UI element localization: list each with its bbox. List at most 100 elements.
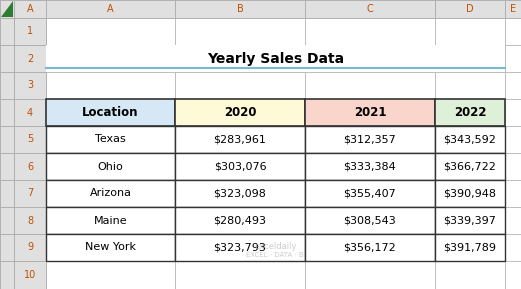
Bar bbox=[305, 45, 435, 72]
Bar bbox=[14, 126, 46, 153]
Bar bbox=[175, 153, 305, 180]
Bar bbox=[14, 72, 46, 99]
Bar bbox=[14, 153, 46, 180]
Bar bbox=[505, 234, 521, 261]
Bar bbox=[46, 45, 175, 72]
Bar bbox=[505, 180, 521, 207]
Text: $280,493: $280,493 bbox=[214, 216, 267, 225]
Text: $390,948: $390,948 bbox=[443, 188, 497, 199]
Bar bbox=[46, 0, 175, 18]
Bar bbox=[46, 126, 175, 153]
Bar bbox=[175, 234, 305, 261]
Bar bbox=[305, 207, 435, 234]
Bar bbox=[46, 234, 175, 261]
Bar bbox=[175, 261, 305, 289]
Bar bbox=[505, 0, 521, 18]
Text: $308,543: $308,543 bbox=[344, 216, 396, 225]
Bar bbox=[14, 18, 46, 45]
Bar bbox=[0, 261, 14, 289]
Bar bbox=[505, 99, 521, 126]
Bar bbox=[305, 18, 435, 45]
Text: $303,076: $303,076 bbox=[214, 162, 266, 171]
Text: $283,961: $283,961 bbox=[214, 134, 266, 144]
Bar bbox=[46, 99, 175, 126]
Text: Maine: Maine bbox=[94, 216, 127, 225]
Bar bbox=[46, 261, 175, 289]
Bar bbox=[14, 207, 46, 234]
Text: 1: 1 bbox=[27, 27, 33, 36]
Bar bbox=[175, 18, 305, 45]
Bar bbox=[46, 153, 175, 180]
Bar bbox=[175, 72, 305, 99]
Bar bbox=[305, 180, 435, 207]
Text: $366,722: $366,722 bbox=[443, 162, 497, 171]
Text: 5: 5 bbox=[27, 134, 33, 144]
Bar bbox=[435, 126, 505, 153]
Text: New York: New York bbox=[85, 242, 136, 253]
Bar bbox=[46, 18, 175, 45]
Bar bbox=[0, 45, 14, 72]
Bar bbox=[175, 153, 305, 180]
Bar bbox=[14, 45, 46, 72]
Text: Yearly Sales Data: Yearly Sales Data bbox=[207, 51, 344, 66]
Bar bbox=[175, 99, 305, 126]
Bar bbox=[435, 72, 505, 99]
Text: exceldaily: exceldaily bbox=[254, 242, 297, 251]
Text: 8: 8 bbox=[27, 216, 33, 225]
Bar bbox=[175, 126, 305, 153]
Text: B: B bbox=[237, 4, 243, 14]
Bar bbox=[46, 207, 175, 234]
Text: $339,397: $339,397 bbox=[443, 216, 497, 225]
Text: 2020: 2020 bbox=[224, 106, 256, 119]
Bar bbox=[435, 18, 505, 45]
Text: A: A bbox=[27, 4, 33, 14]
Bar bbox=[175, 180, 305, 207]
Text: Location: Location bbox=[82, 106, 139, 119]
Bar bbox=[14, 261, 46, 289]
Bar bbox=[305, 261, 435, 289]
Text: Ohio: Ohio bbox=[97, 162, 123, 171]
Text: $391,789: $391,789 bbox=[443, 242, 497, 253]
Bar bbox=[46, 207, 175, 234]
Text: D: D bbox=[466, 4, 474, 14]
Bar bbox=[0, 0, 14, 18]
Bar bbox=[435, 126, 505, 153]
Text: $323,098: $323,098 bbox=[214, 188, 266, 199]
Bar bbox=[305, 0, 435, 18]
Bar bbox=[14, 234, 46, 261]
Bar bbox=[435, 180, 505, 207]
Bar bbox=[435, 207, 505, 234]
Bar bbox=[175, 207, 305, 234]
Bar bbox=[14, 99, 46, 126]
Bar bbox=[46, 126, 175, 153]
Bar bbox=[175, 0, 305, 18]
Text: 3: 3 bbox=[27, 81, 33, 90]
Bar bbox=[435, 99, 505, 126]
Bar bbox=[175, 234, 305, 261]
Bar bbox=[305, 153, 435, 180]
Text: 10: 10 bbox=[24, 270, 36, 280]
Bar bbox=[435, 153, 505, 180]
Bar bbox=[0, 180, 14, 207]
Text: $355,407: $355,407 bbox=[344, 188, 396, 199]
Text: E: E bbox=[510, 4, 516, 14]
Text: 9: 9 bbox=[27, 242, 33, 253]
Bar bbox=[305, 126, 435, 153]
Bar bbox=[305, 153, 435, 180]
Text: EXCEL · DATA · BI: EXCEL · DATA · BI bbox=[245, 252, 305, 258]
Bar bbox=[46, 234, 175, 261]
Bar bbox=[305, 180, 435, 207]
Text: A: A bbox=[107, 4, 114, 14]
Text: 6: 6 bbox=[27, 162, 33, 171]
Bar bbox=[14, 180, 46, 207]
Bar bbox=[46, 180, 175, 207]
Text: $323,793: $323,793 bbox=[214, 242, 266, 253]
Polygon shape bbox=[1, 1, 13, 17]
Bar bbox=[0, 234, 14, 261]
Bar bbox=[435, 180, 505, 207]
Bar bbox=[305, 99, 435, 126]
Bar bbox=[46, 180, 175, 207]
Bar bbox=[305, 99, 435, 126]
Text: C: C bbox=[367, 4, 374, 14]
Bar bbox=[0, 18, 14, 45]
